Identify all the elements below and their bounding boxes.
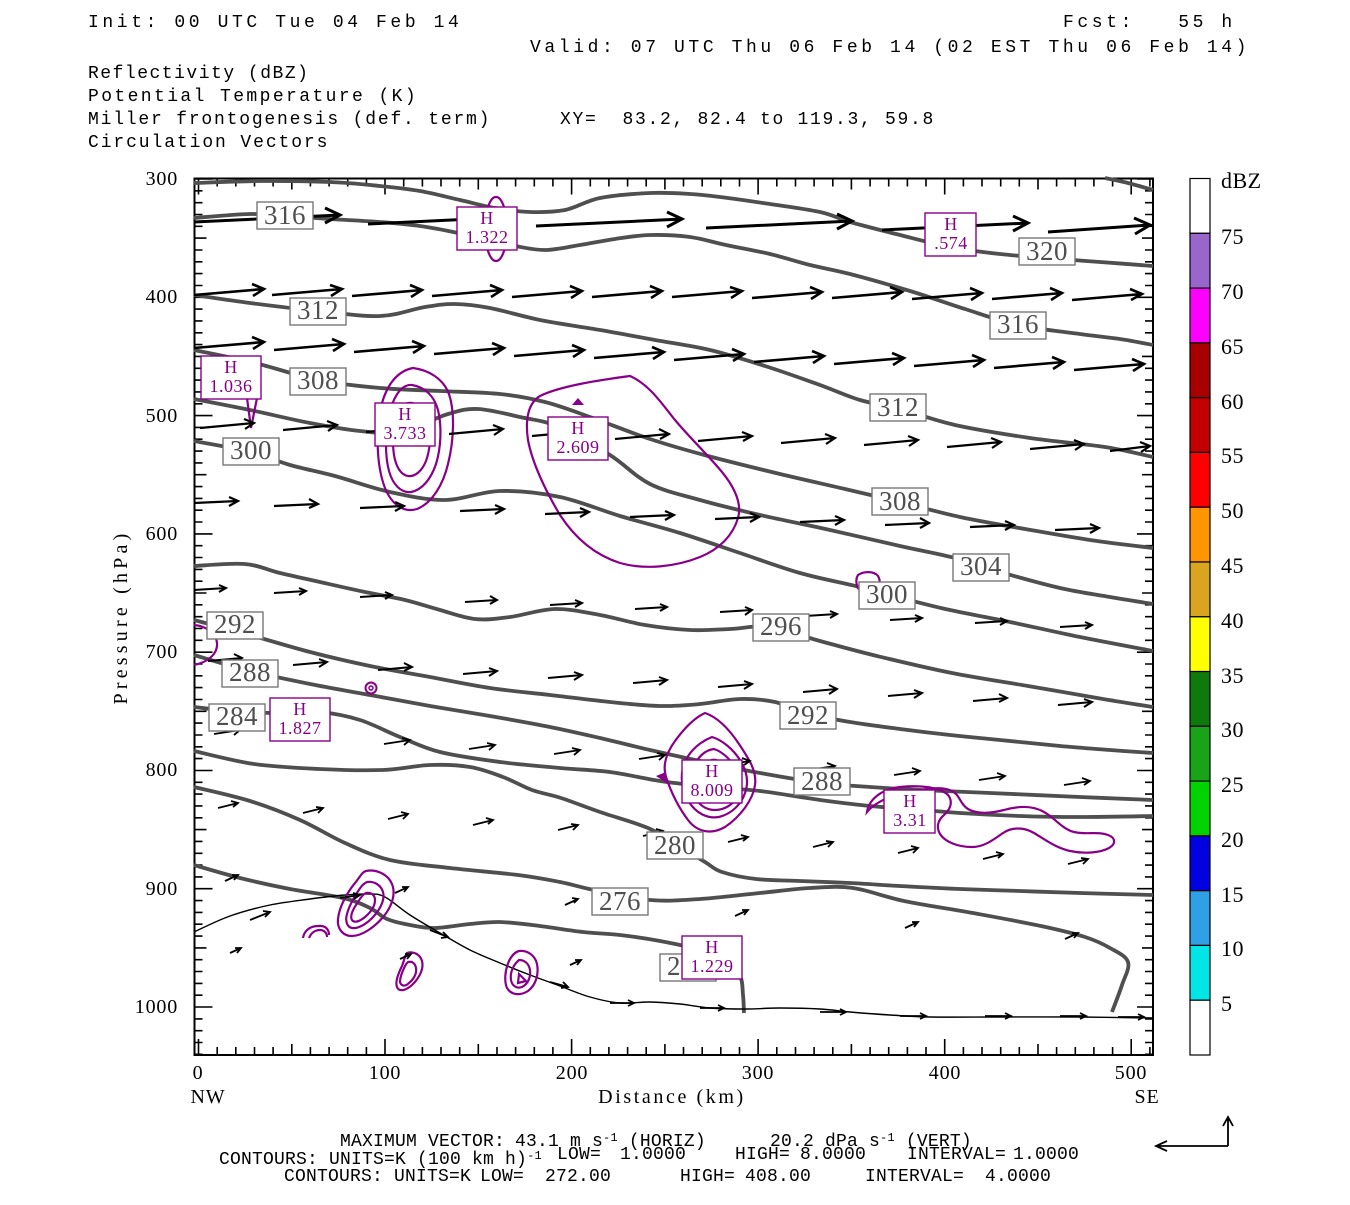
svg-text:200: 200 [556,1062,588,1084]
svg-text:Potential Temperature (K): Potential Temperature (K) [88,87,418,107]
svg-text:3.733: 3.733 [384,423,427,443]
svg-text:45: 45 [1221,553,1244,578]
svg-text:280: 280 [654,830,696,860]
svg-text:3.31: 3.31 [893,810,927,830]
svg-text:Pressure (hPa): Pressure (hPa) [110,530,132,705]
svg-text:320: 320 [1026,236,1068,266]
svg-text:30: 30 [1221,717,1244,742]
svg-text:800: 800 [146,759,178,781]
svg-text:1.322: 1.322 [466,227,509,247]
svg-text:292: 292 [214,609,256,639]
svg-text:100: 100 [369,1062,401,1084]
svg-text:296: 296 [760,611,802,641]
svg-text:H: H [705,937,719,957]
svg-text:H: H [398,404,412,424]
svg-text:1.827: 1.827 [279,718,322,738]
svg-text:1.036: 1.036 [210,376,253,396]
svg-text:70: 70 [1221,279,1244,304]
svg-text:15: 15 [1221,882,1244,907]
svg-text:1.229: 1.229 [691,956,734,976]
svg-text:H: H [480,208,494,228]
svg-text:MAXIMUM VECTOR: 43.1 m s-1 (H: MAXIMUM VECTOR: 43.1 m s-1 (HORIZ) 20.2 d… [340,1131,972,1152]
svg-text:Distance (km): Distance (km) [598,1086,746,1108]
svg-text:316: 316 [997,309,1039,339]
svg-text:H: H [571,418,585,438]
svg-text:300: 300 [742,1062,774,1084]
svg-text:300: 300 [230,435,272,465]
svg-text:500: 500 [146,405,178,427]
svg-text:300: 300 [866,579,908,609]
svg-text:H: H [903,791,917,811]
svg-text:75: 75 [1221,224,1244,249]
svg-text:35: 35 [1221,663,1244,688]
svg-text:NW: NW [191,1086,226,1108]
svg-text:Valid: 07 UTC Thu 06 Feb 14 (0: Valid: 07 UTC Thu 06 Feb 14 (02 EST Thu … [530,38,1250,58]
svg-text:308: 308 [879,486,921,516]
svg-text:288: 288 [801,766,843,796]
svg-text:H: H [224,357,238,377]
svg-text:25: 25 [1221,772,1244,797]
svg-text:60: 60 [1221,389,1244,414]
svg-text:Miller frontogenesis (def. ter: Miller frontogenesis (def. term) [88,110,491,130]
svg-text:Fcst: 55 h: Fcst: 55 h [1063,13,1236,33]
svg-text:0: 0 [193,1062,204,1084]
svg-text:900: 900 [146,878,178,900]
svg-text:10: 10 [1221,936,1244,961]
svg-text:292: 292 [787,700,829,730]
svg-text:300: 300 [146,168,178,190]
svg-text:Reflectivity (dBZ): Reflectivity (dBZ) [88,64,309,84]
svg-text:8.009: 8.009 [691,780,734,800]
svg-text:284: 284 [216,701,258,731]
svg-text:55: 55 [1221,443,1244,468]
svg-text:40: 40 [1221,608,1244,633]
svg-text:Init: 00 UTC Tue 04 Feb 14: Init: 00 UTC Tue 04 Feb 14 [88,13,462,33]
svg-text:20: 20 [1221,827,1244,852]
svg-text:50: 50 [1221,498,1244,523]
svg-text:65: 65 [1221,334,1244,359]
svg-text:316: 316 [264,200,306,230]
svg-text:.574: .574 [934,233,968,253]
svg-text:308: 308 [297,365,339,395]
svg-text:700: 700 [146,641,178,663]
svg-text:XY= 83.2, 82.4 to 119.3, 59.8: XY= 83.2, 82.4 to 119.3, 59.8 [560,110,935,130]
svg-text:H: H [705,761,719,781]
svg-text:276: 276 [599,886,641,916]
svg-text:H: H [944,214,958,234]
svg-text:SE: SE [1135,1086,1160,1108]
svg-text:5: 5 [1221,991,1233,1016]
svg-text:304: 304 [960,551,1002,581]
svg-text:288: 288 [229,657,271,687]
svg-text:1000: 1000 [135,996,178,1018]
svg-text:2.609: 2.609 [557,437,600,457]
svg-text:500: 500 [1115,1062,1147,1084]
svg-text:dBZ: dBZ [1221,168,1262,193]
svg-text:400: 400 [146,286,178,308]
svg-text:312: 312 [877,392,919,422]
svg-text:600: 600 [146,523,178,545]
svg-text:H: H [293,699,307,719]
svg-text:312: 312 [297,295,339,325]
svg-text:Circulation Vectors: Circulation Vectors [88,133,329,153]
svg-text:400: 400 [929,1062,961,1084]
